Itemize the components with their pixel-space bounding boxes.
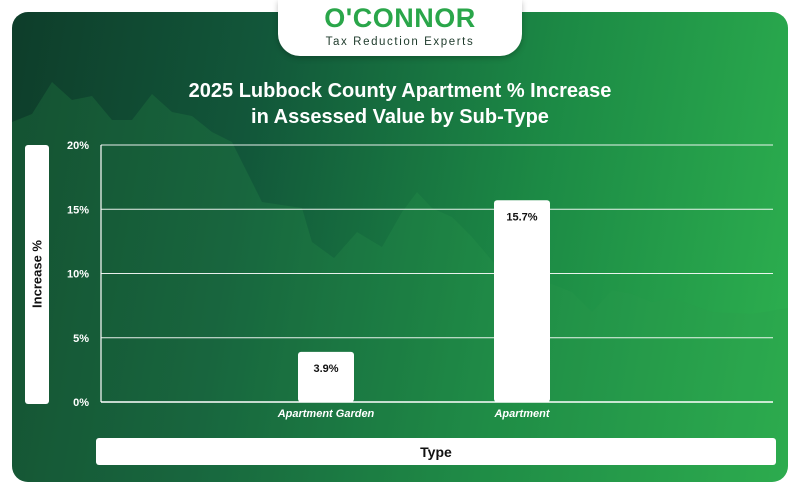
y-tick-label: 20% (67, 140, 89, 152)
bar (494, 200, 550, 402)
x-tick-label: Apartment Garden (277, 408, 375, 420)
chart-title-line-1: 2025 Lubbock County Apartment % Increase (188, 80, 612, 102)
background-mountain-decoration (12, 82, 788, 482)
y-tick-label: 0% (73, 397, 89, 409)
y-tick-label: 10% (67, 269, 89, 281)
bar (298, 351, 354, 402)
chart-card (12, 12, 788, 482)
y-axis-label-box (25, 145, 49, 404)
chart-title-line-2: in Assessed Value by Sub-Type (251, 106, 549, 128)
x-axis-label-box: Type (96, 438, 776, 465)
x-axis-label: Type (420, 444, 452, 460)
brand-logo: O'CONNOR Tax Reduction Experts (278, 0, 522, 56)
brand-name: O'CONNOR (324, 3, 476, 33)
bar-data-label: 3.9% (313, 363, 338, 375)
y-tick-label: 15% (67, 204, 89, 216)
x-tick-label: Apartment (493, 408, 550, 420)
bar-data-label: 15.7% (506, 211, 537, 223)
y-tick-label: 5% (73, 333, 89, 345)
brand-tagline: Tax Reduction Experts (325, 36, 475, 48)
